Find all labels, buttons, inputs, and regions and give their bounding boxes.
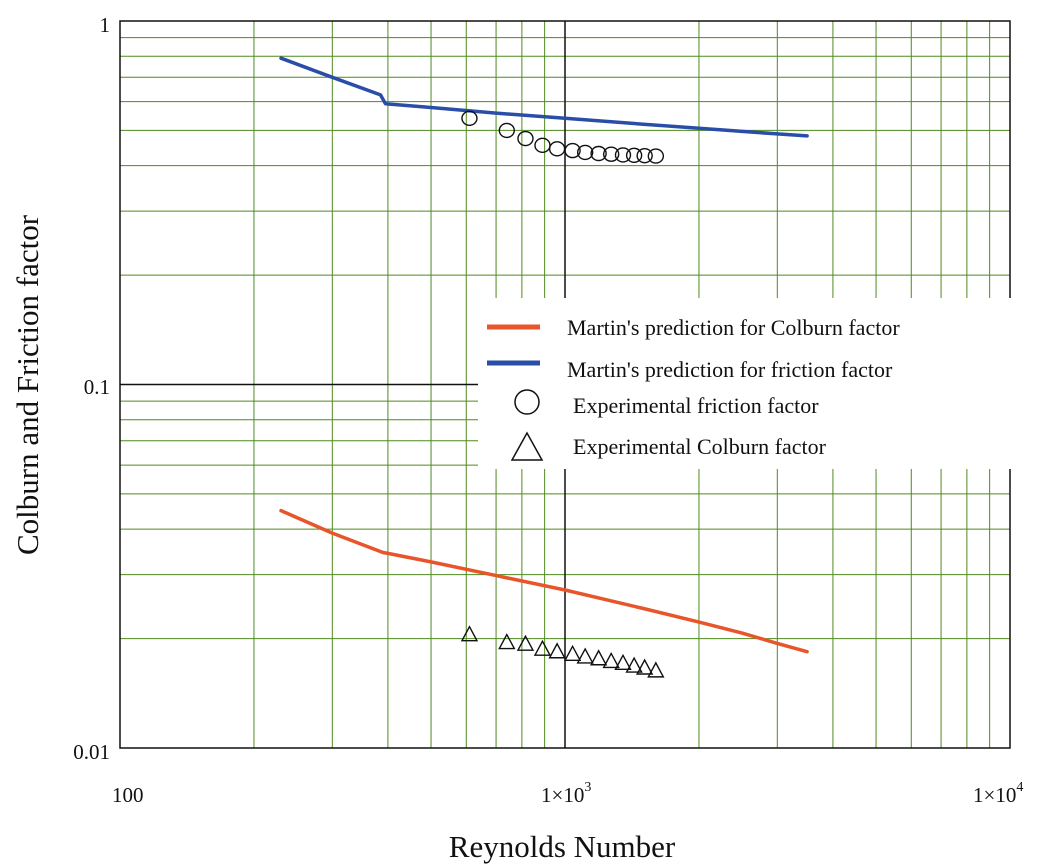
series-layer xyxy=(279,56,809,678)
colburn-data-point xyxy=(460,625,479,642)
legend-label-colburn-prediction: Martin's prediction for Colburn factor xyxy=(567,315,900,340)
colburn-data-point xyxy=(602,651,620,669)
colburn-data-point xyxy=(533,639,552,656)
friction-data-point xyxy=(564,142,581,159)
legend: Martin's prediction for Colburn factor M… xyxy=(478,298,1014,469)
y-axis-title: Colburn and Friction factor xyxy=(10,214,45,555)
tick-labels: 1 0.1 0.01 100 1×103 1×104 xyxy=(73,13,1023,807)
colburn-data-point xyxy=(563,644,582,662)
friction-data-point xyxy=(625,147,643,164)
friction-data-point xyxy=(647,148,665,164)
series-line-1 xyxy=(279,56,809,138)
x-tick-label-10000: 1×104 xyxy=(973,780,1023,807)
legend-circle-marker xyxy=(514,389,540,415)
colburn-data-point xyxy=(589,649,608,666)
friction-data-point xyxy=(548,141,566,157)
friction-data-point xyxy=(461,110,478,126)
colburn-data-point xyxy=(516,634,535,651)
colburn-data-point xyxy=(614,653,632,671)
y-tick-label-0-1: 0.1 xyxy=(84,375,110,399)
y-tick-label-1: 1 xyxy=(100,13,111,37)
colburn-data-point xyxy=(625,656,643,673)
legend-triangle-marker xyxy=(510,431,544,461)
friction-data-point xyxy=(517,130,534,147)
colburn-data-point xyxy=(635,658,654,675)
colburn-data-point xyxy=(647,661,665,678)
colburn-data-point xyxy=(498,633,516,650)
x-tick-label-1000: 1×103 xyxy=(541,780,591,807)
y-tick-label-0-01: 0.01 xyxy=(73,740,110,764)
friction-data-point xyxy=(614,147,632,163)
x-tick-label-100: 100 xyxy=(112,783,144,807)
colburn-data-point xyxy=(548,642,566,659)
friction-data-point xyxy=(534,137,551,154)
legend-label-friction-prediction: Martin's prediction for friction factor xyxy=(567,357,893,382)
legend-label-experimental-colburn: Experimental Colburn factor xyxy=(573,434,827,459)
series-line-0 xyxy=(279,508,809,654)
friction-data-point xyxy=(590,145,607,162)
legend-box xyxy=(478,298,1014,469)
friction-data-point xyxy=(636,148,653,164)
friction-data-point xyxy=(498,122,516,139)
friction-data-point xyxy=(602,146,620,162)
x-axis-title: Reynolds Number xyxy=(449,829,676,864)
legend-label-experimental-friction: Experimental friction factor xyxy=(573,393,819,418)
friction-data-point xyxy=(576,144,594,161)
colburn-data-point xyxy=(576,647,594,664)
